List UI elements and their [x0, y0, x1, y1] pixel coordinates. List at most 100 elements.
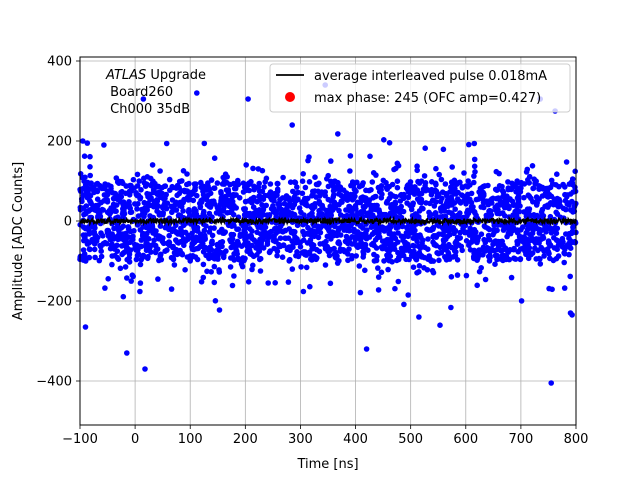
scatter-point: [354, 229, 361, 235]
scatter-point: [126, 251, 133, 257]
scatter-point: [181, 187, 188, 194]
scatter-point: [501, 252, 507, 259]
scatter-point: [231, 202, 237, 209]
scatter-point: [316, 248, 323, 255]
scatter-point: [226, 203, 233, 210]
scatter-point: [443, 192, 450, 199]
scatter-point: [155, 203, 161, 209]
scatter-point: [436, 171, 443, 178]
scatter-point: [421, 173, 428, 179]
scatter-point: [96, 257, 103, 264]
scatter-point: [504, 247, 510, 254]
scatter-point: [305, 195, 311, 202]
scatter-point: [411, 248, 417, 255]
scatter-point: [446, 256, 453, 262]
scatter-point: [193, 181, 199, 187]
scatter-point: [362, 235, 369, 241]
scatter-point: [376, 234, 383, 240]
y-axis-label: Amplitude [ADC Counts]: [11, 162, 26, 320]
scatter-point: [327, 280, 334, 287]
scatter-point: [555, 238, 561, 244]
scatter-point: [450, 224, 457, 231]
scatter-point: [344, 223, 351, 230]
scatter-point: [523, 230, 529, 236]
scatter-point: [300, 228, 306, 235]
scatter-point: [104, 240, 110, 247]
y-tick-label-4: 400: [47, 55, 72, 70]
scatter-point: [485, 225, 491, 232]
scatter-point: [485, 182, 491, 189]
scatter-point: [370, 170, 377, 176]
scatter-point: [280, 242, 287, 248]
scatter-point: [518, 298, 525, 304]
scatter-point: [126, 259, 133, 265]
scatter-point: [356, 263, 363, 269]
scatter-point: [438, 176, 445, 183]
scatter-point: [397, 198, 404, 204]
scatter-point: [335, 131, 341, 137]
scatter-point: [336, 207, 342, 214]
scatter-point: [267, 189, 274, 195]
scatter-point: [208, 177, 215, 183]
scatter-point: [312, 188, 318, 194]
scatter-point: [182, 267, 188, 273]
scatter-point: [285, 195, 292, 201]
scatter-point: [433, 165, 439, 172]
scatter-point: [158, 251, 164, 258]
scatter-point: [437, 198, 444, 205]
scatter-point: [449, 202, 455, 208]
scatter-point: [141, 175, 147, 182]
scatter-point: [331, 245, 337, 252]
scatter-point: [161, 183, 168, 190]
scatter-point: [203, 223, 209, 229]
scatter-point: [295, 189, 301, 196]
scatter-point: [473, 196, 480, 203]
scatter-point: [521, 194, 527, 201]
scatter-point: [138, 256, 144, 263]
scatter-point: [452, 240, 459, 246]
scatter-point: [140, 224, 146, 230]
scatter-point: [175, 239, 182, 246]
scatter-point: [506, 196, 512, 203]
scatter-point: [547, 184, 554, 191]
scatter-point: [467, 247, 474, 253]
x-axis-label: Time [ns]: [296, 457, 358, 472]
scatter-point: [559, 244, 566, 250]
scatter-point: [130, 176, 137, 183]
scatter-point: [395, 256, 402, 263]
scatter-point: [139, 206, 145, 213]
scatter-point: [562, 184, 568, 190]
scatter-point: [369, 241, 375, 248]
scatter-point: [287, 256, 293, 263]
scatter-point: [383, 200, 390, 206]
scatter-point: [505, 230, 512, 236]
scatter-point: [381, 225, 387, 231]
scatter-point: [395, 278, 402, 285]
scatter-point: [567, 245, 574, 251]
scatter-point: [134, 206, 140, 212]
scatter-point: [191, 224, 197, 231]
scatter-point: [249, 242, 255, 249]
scatter-point: [285, 279, 292, 285]
scatter-point: [368, 187, 374, 193]
scatter-point: [83, 208, 89, 215]
scatter-point: [570, 209, 576, 215]
scatter-outlier-10: [124, 350, 130, 356]
scatter-point: [102, 285, 108, 291]
scatter-point: [336, 241, 343, 247]
scatter-point: [494, 246, 501, 253]
scatter-point: [386, 140, 393, 146]
scatter-point: [200, 261, 207, 268]
scatter-point: [282, 227, 289, 234]
scatter-point: [84, 140, 91, 146]
scatter-point: [492, 252, 499, 259]
scatter-point: [163, 140, 170, 147]
scatter-point: [521, 209, 527, 215]
scatter-point: [311, 204, 318, 210]
scatter-point: [292, 179, 299, 186]
scatter-point: [200, 249, 207, 255]
scatter-point: [414, 163, 420, 169]
scatter-point: [413, 233, 420, 240]
scatter-point: [267, 181, 274, 187]
scatter-point: [127, 205, 133, 211]
